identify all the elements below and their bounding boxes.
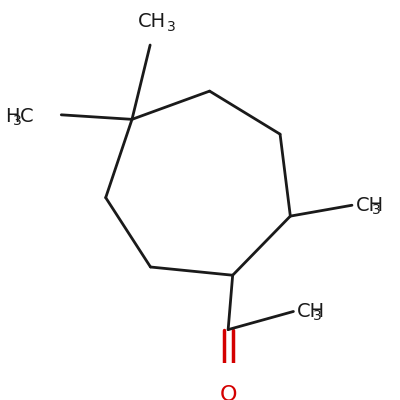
Text: CH: CH — [138, 12, 166, 30]
Text: O: O — [219, 385, 237, 400]
Text: 3: 3 — [313, 309, 322, 323]
Text: 3: 3 — [13, 114, 22, 128]
Text: 3: 3 — [372, 203, 381, 217]
Text: CH: CH — [356, 196, 384, 215]
Text: 3: 3 — [166, 20, 175, 34]
Text: H: H — [5, 107, 20, 126]
Text: C: C — [20, 107, 33, 126]
Text: CH: CH — [297, 302, 325, 321]
